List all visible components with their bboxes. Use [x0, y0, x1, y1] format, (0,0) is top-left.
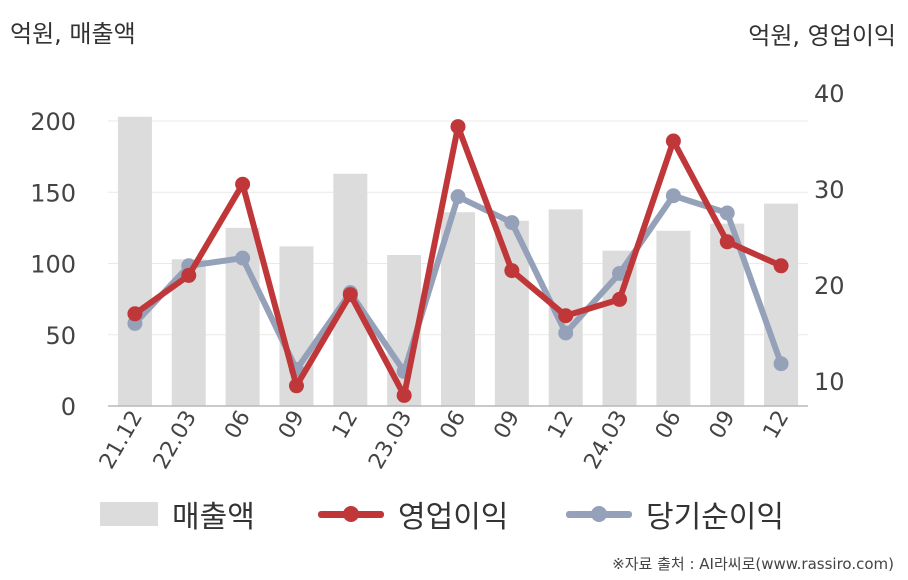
point-net-income	[504, 215, 520, 231]
legend: 매출액 영업이익 당기순이익	[100, 492, 860, 536]
bar-sales	[764, 203, 799, 406]
x-tick-label: 12	[328, 407, 364, 444]
right-tick-label: 40	[814, 80, 845, 108]
bar-sales	[656, 230, 691, 406]
legend-swatch-operating-profit	[318, 502, 384, 526]
point-operating-profit	[719, 234, 735, 250]
source-note: ※자료 출처 : AI라씨로(www.rassiro.com)	[612, 555, 894, 573]
point-operating-profit	[773, 258, 789, 274]
legend-label-operating-profit: 영업이익	[398, 500, 509, 535]
x-tick-label: 24.03	[580, 407, 633, 474]
legend-item-operating-profit: 영업이익	[318, 492, 508, 536]
point-operating-profit	[127, 306, 143, 322]
point-net-income	[719, 205, 735, 221]
right-tick-label: 20	[814, 272, 845, 300]
bar-series	[117, 116, 799, 406]
point-operating-profit	[612, 291, 628, 307]
left-tick-label: 0	[61, 393, 76, 421]
legend-swatch-sales	[100, 502, 158, 526]
point-net-income	[665, 188, 681, 204]
right-axis-ticks: 10 20 30 40	[814, 80, 845, 396]
x-tick-label: 22.03	[149, 407, 202, 474]
x-tick-label: 06	[651, 407, 687, 444]
x-tick-label: 21.12	[95, 407, 148, 474]
bar-sales	[117, 116, 152, 406]
left-axis-unit: 억원, 매출액	[10, 20, 136, 48]
point-operating-profit	[665, 133, 681, 149]
point-operating-profit	[181, 267, 197, 283]
line-series	[127, 119, 789, 403]
x-tick-label: 09	[705, 407, 741, 444]
x-axis-ticks: 21.12 22.03 06 09 12 23.03 06 09 12 24.03 06 09 12	[95, 407, 794, 474]
x-tick-label: 09	[274, 407, 310, 444]
legend-swatch-net-income	[566, 502, 632, 526]
x-tick-label: 06	[220, 407, 256, 444]
left-tick-label: 50	[45, 322, 76, 350]
x-tick-label: 09	[489, 407, 525, 444]
point-net-income	[450, 189, 466, 205]
point-operating-profit	[235, 176, 251, 192]
point-net-income	[773, 356, 789, 372]
x-tick-label: 06	[436, 407, 472, 444]
legend-item-net-income: 당기순이익	[566, 492, 784, 536]
x-tick-label: 12	[543, 407, 579, 444]
point-net-income	[612, 265, 628, 281]
right-tick-label: 10	[814, 368, 845, 396]
legend-label-net-income: 당기순이익	[646, 500, 784, 535]
point-operating-profit	[396, 387, 412, 403]
left-tick-label: 150	[30, 179, 76, 207]
bar-sales	[441, 212, 475, 406]
legend-item-sales: 매출액	[100, 492, 255, 536]
right-axis-unit: 억원, 영업이익	[748, 22, 896, 50]
point-operating-profit	[288, 378, 304, 394]
right-tick-label: 30	[814, 176, 845, 204]
left-tick-label: 200	[30, 108, 76, 136]
point-operating-profit	[450, 119, 466, 135]
x-tick-label: 12	[759, 407, 795, 444]
legend-label-sales: 매출액	[172, 500, 255, 535]
left-tick-label: 100	[30, 251, 76, 279]
bar-sales	[710, 223, 745, 406]
point-net-income	[558, 325, 574, 341]
point-operating-profit	[504, 263, 520, 279]
left-axis-ticks: 0 50 100 150 200	[30, 108, 76, 421]
x-tick-label: 23.03	[364, 407, 417, 474]
point-operating-profit	[342, 287, 358, 303]
point-operating-profit	[558, 308, 574, 324]
point-net-income	[235, 250, 251, 266]
